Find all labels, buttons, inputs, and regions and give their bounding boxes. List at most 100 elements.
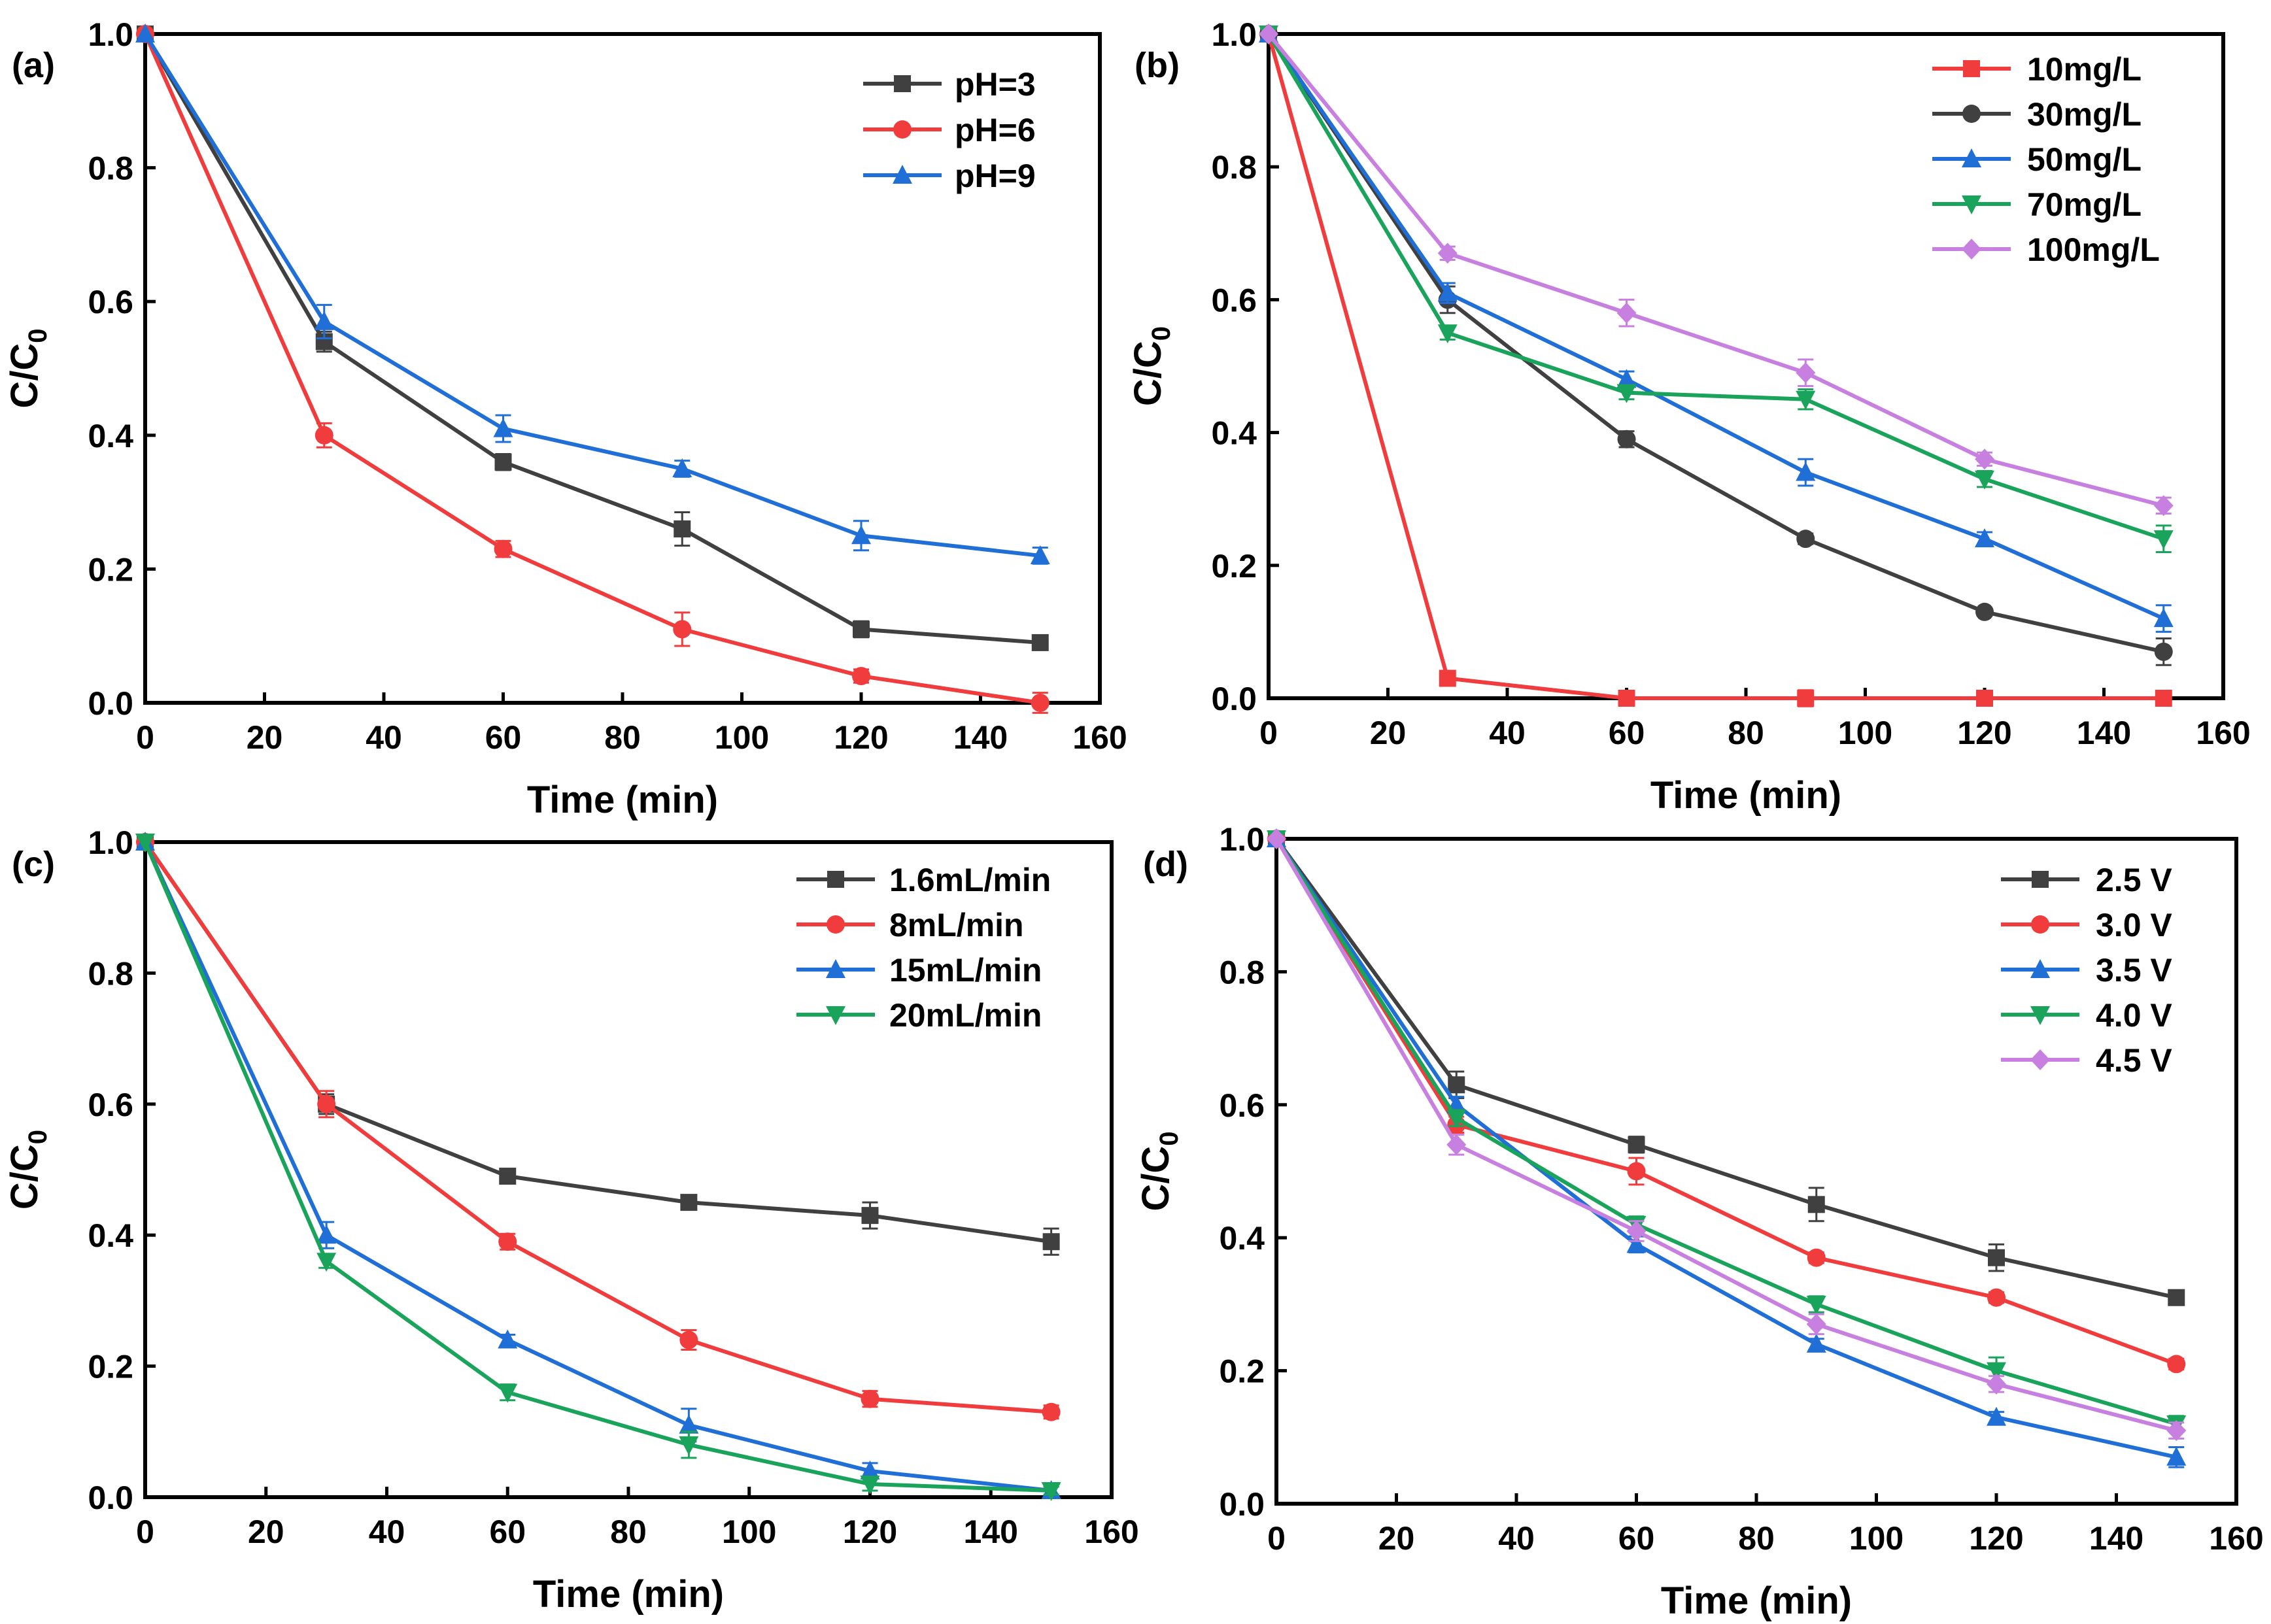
y-tick-label: 0.6 (88, 1087, 133, 1123)
panel-label: (a) (12, 46, 55, 85)
data-point (851, 525, 871, 545)
data-point (314, 311, 334, 330)
data-point (1976, 690, 1993, 707)
data-point (852, 667, 870, 686)
x-tick-label: 0 (1267, 1520, 1286, 1557)
y-tick-label: 0.4 (1211, 415, 1257, 452)
y-tick-label: 0.4 (88, 1217, 133, 1254)
series-line (143, 33, 1041, 705)
y-tick-label: 0.0 (88, 1480, 133, 1516)
legend-marker (826, 959, 845, 978)
data-point (1042, 1402, 1061, 1421)
legend-label: 100mg/L (2027, 231, 2160, 268)
x-tick-label: 100 (1838, 715, 1892, 751)
data-point (1975, 448, 1994, 470)
data-point (316, 1225, 337, 1244)
x-tick-label: 60 (485, 719, 522, 756)
series-line (1267, 33, 2164, 508)
x-tick-label: 100 (1849, 1520, 1904, 1557)
legend-marker (1962, 148, 1981, 167)
data-point (1616, 369, 1637, 388)
y-tick-label: 0.2 (88, 1349, 133, 1385)
x-tick-label: 140 (2089, 1520, 2143, 1557)
data-point (1439, 669, 1456, 687)
legend-entry: 50mg/L (1932, 141, 2142, 178)
data-point (135, 24, 155, 42)
data-point (498, 1232, 517, 1251)
legend-marker (2030, 1006, 2050, 1025)
x-tick-label: 20 (247, 719, 283, 756)
legend-entry: pH=6 (863, 112, 1036, 148)
data-point (860, 1475, 880, 1495)
legend-entry: pH=9 (863, 158, 1036, 194)
data-point (1628, 1136, 1645, 1153)
legend-marker (827, 915, 845, 934)
x-tick-label: 40 (366, 719, 402, 756)
series-line (143, 33, 1040, 645)
x-tick-label: 160 (1072, 719, 1127, 756)
x-tick-label: 160 (1084, 1514, 1138, 1550)
x-tick-label: 40 (1498, 1520, 1535, 1557)
legend-marker (1962, 195, 1981, 214)
series-100mg/L (1259, 24, 2174, 516)
series-pH=3 (137, 25, 1049, 651)
legend-label: pH=3 (955, 66, 1036, 103)
data-point (1446, 1134, 1467, 1155)
y-tick-label: 0.8 (1211, 149, 1257, 186)
data-point (494, 453, 512, 471)
data-point (1259, 24, 1278, 44)
y-tick-label: 0.8 (1219, 954, 1265, 990)
legend-entry: 4.0 V (2001, 997, 2172, 1034)
y-tick-label: 1.0 (1219, 821, 1265, 858)
y-axis-label-subscript: 0 (1147, 326, 1176, 341)
data-point (315, 426, 333, 445)
data-point (860, 1460, 880, 1480)
legend-entry: 3.5 V (2001, 952, 2172, 989)
data-point (498, 1383, 518, 1403)
x-tick-label: 120 (1957, 715, 2011, 751)
legend-marker (2031, 915, 2049, 934)
x-tick-label: 160 (2196, 715, 2250, 751)
data-point (1987, 1373, 2006, 1395)
y-tick-label: 1.0 (88, 824, 133, 861)
x-axis-label: Time (min) (1650, 774, 1841, 817)
legend-marker (826, 1006, 845, 1025)
x-tick-label: 120 (1969, 1520, 2023, 1557)
y-axis-label: C/C0 (1135, 1131, 1184, 1211)
x-tick-label: 60 (1609, 715, 1645, 751)
data-point (2166, 1446, 2187, 1466)
data-point (672, 458, 692, 477)
series-line (1267, 33, 2164, 541)
y-tick-label: 0.4 (1219, 1220, 1265, 1257)
series-20mL/min (135, 834, 1061, 1501)
series-line (1267, 33, 2164, 620)
y-axis-label: C/C0 (1127, 326, 1176, 406)
series-pH=6 (136, 25, 1050, 714)
x-tick-label: 20 (1378, 1520, 1415, 1557)
x-tick-label: 60 (489, 1514, 526, 1550)
data-point (1618, 690, 1635, 707)
x-tick-label: 0 (136, 1514, 154, 1550)
x-tick-label: 0 (1259, 715, 1278, 751)
legend-label: 15mL/min (889, 952, 1042, 989)
legend-marker (2030, 1049, 2050, 1070)
data-point (673, 620, 692, 639)
x-tick-label: 140 (964, 1514, 1018, 1550)
y-tick-label: 0.4 (88, 418, 133, 454)
data-point (2167, 1355, 2186, 1374)
y-tick-label: 1.0 (1211, 16, 1257, 53)
legend-marker (893, 165, 912, 184)
data-point (1806, 1333, 1826, 1353)
y-tick-label: 0.0 (88, 685, 133, 722)
panel-label: (d) (1143, 845, 1188, 884)
plot-frame (1274, 837, 2238, 1506)
x-tick-label: 100 (722, 1514, 776, 1550)
data-point (1807, 1248, 1826, 1267)
data-point (1041, 1481, 1061, 1501)
legend-entry: 1.6mL/min (796, 862, 1051, 898)
data-point (2154, 642, 2173, 661)
legend-label: pH=9 (955, 158, 1036, 194)
x-tick-label: 120 (843, 1514, 897, 1550)
data-point (498, 1329, 518, 1349)
